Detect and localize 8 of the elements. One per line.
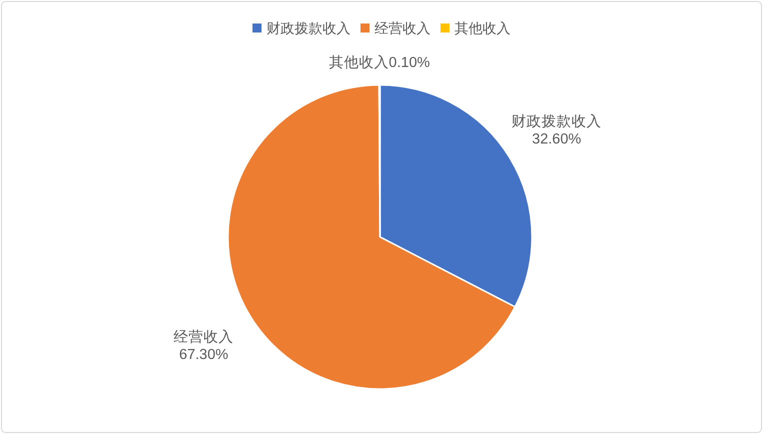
slice-label: 财政拨款收入 <box>512 112 602 130</box>
data-label: 67.30% <box>179 346 228 363</box>
legend-label: 财政拨款收入 <box>266 20 350 36</box>
legend-label: 其他收入 <box>454 20 510 36</box>
data-label: 32.60% <box>532 131 582 148</box>
category-label: 其他收入0.10% <box>328 55 430 72</box>
slice-label: 经营收入 <box>174 328 234 346</box>
legend-label: 经营收入 <box>374 20 430 36</box>
